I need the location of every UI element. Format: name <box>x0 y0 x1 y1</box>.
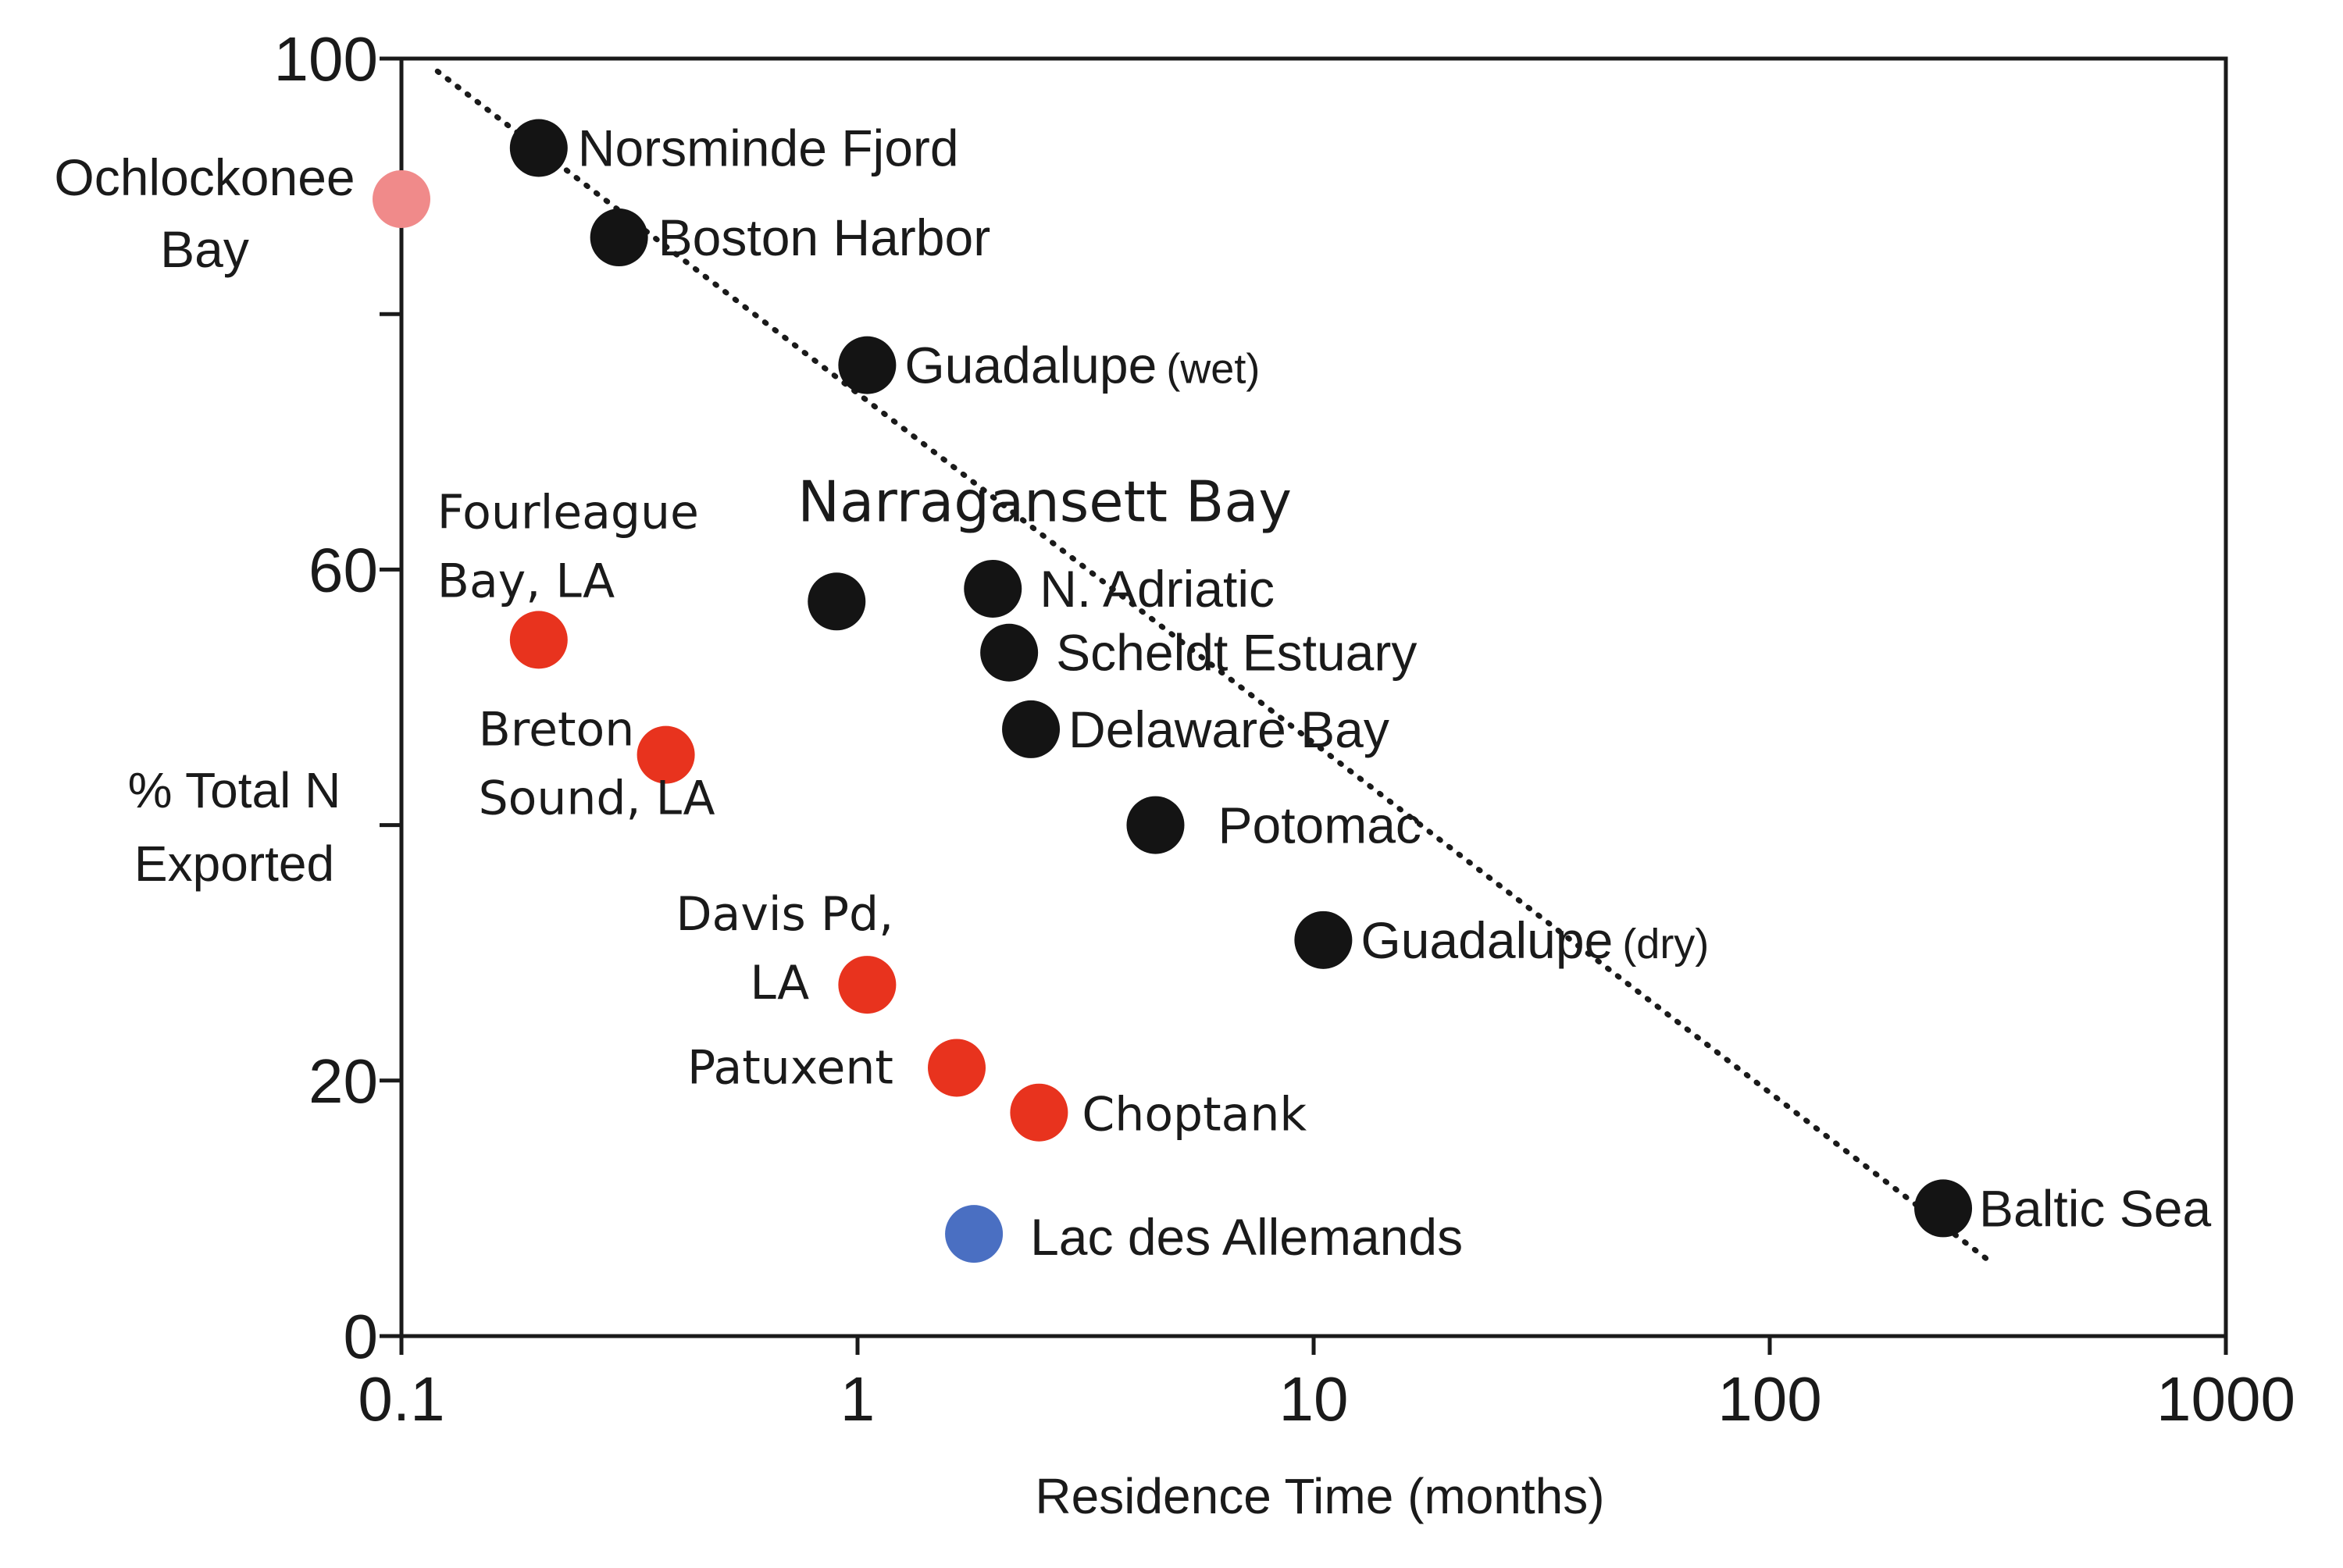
point-label: Bay, LA <box>437 554 615 608</box>
data-point <box>509 611 568 669</box>
point-label: Patuxent <box>687 1040 893 1095</box>
point-label: Guadalupe (dry) <box>1361 911 1709 969</box>
trendline <box>434 68 1991 1263</box>
x-tick-label: 0.1 <box>358 1364 444 1434</box>
point-label: Lac des Allemands <box>1030 1208 1463 1266</box>
point-label: Sound, LA <box>479 772 715 826</box>
data-point <box>964 559 1022 618</box>
data-point <box>980 623 1039 682</box>
point-label: Bay <box>160 220 249 278</box>
axes-layer: 0 20 60 100 0.1 1 10 100 1000 Residence Time (mon… <box>128 24 2295 1524</box>
y-axis-title-line1: % Total N <box>128 762 341 818</box>
data-point <box>1126 796 1185 854</box>
data-point <box>1914 1179 1973 1238</box>
y-axis-title-line2: Exported <box>134 836 334 892</box>
data-point <box>808 572 866 631</box>
x-axis-title: Residence Time (months) <box>1035 1468 1604 1524</box>
point-label: Scheldt Estuary <box>1056 624 1417 682</box>
y-tick-label: 100 <box>274 24 378 94</box>
point-label: Breton <box>479 703 635 757</box>
point-note: (wet) <box>1166 346 1260 393</box>
data-point <box>838 336 897 394</box>
point-label: Choptank <box>1082 1088 1307 1142</box>
trendline-layer <box>434 68 1991 1263</box>
x-tick-label: 10 <box>1279 1364 1349 1434</box>
point-label: Guadalupe (wet) <box>904 337 1260 394</box>
data-point <box>637 725 695 784</box>
point-label: Baltic Sea <box>1979 1179 2211 1237</box>
y-tick-label: 20 <box>308 1046 378 1116</box>
point-label: Delaware Bay <box>1068 700 1389 758</box>
annotation-label: Narragansett Bay <box>797 469 1292 535</box>
data-point <box>509 119 568 177</box>
point-label: Davis Pd, <box>676 887 893 942</box>
data-point <box>1002 700 1061 758</box>
data-point <box>928 1039 986 1097</box>
point-label: Boston Harbor <box>658 208 991 266</box>
x-tick-label: 1 <box>840 1364 876 1434</box>
data-point <box>945 1205 1004 1263</box>
data-point <box>373 169 430 228</box>
point-label: Potomac <box>1218 796 1421 854</box>
point-label: Fourleague <box>437 485 699 540</box>
data-point <box>590 208 648 267</box>
x-tick-label: 1000 <box>2156 1364 2295 1434</box>
point-note: (dry) <box>1622 921 1709 968</box>
x-tick-label: 100 <box>1717 1364 1821 1434</box>
labels-layer: Norsminde Fjord Ochlockonee Bay Boston Harb… <box>54 119 2211 1267</box>
points-layer <box>373 119 1973 1263</box>
y-tick-label: 0 <box>344 1302 379 1371</box>
point-label: N. Adriatic <box>1040 560 1275 618</box>
data-point <box>1294 911 1353 969</box>
point-label: Norsminde Fjord <box>578 119 959 177</box>
data-point <box>838 956 897 1014</box>
point-label: LA <box>750 956 809 1010</box>
data-point <box>1010 1083 1068 1142</box>
y-tick-label: 60 <box>308 535 378 604</box>
point-label: Ochlockonee <box>54 148 355 206</box>
